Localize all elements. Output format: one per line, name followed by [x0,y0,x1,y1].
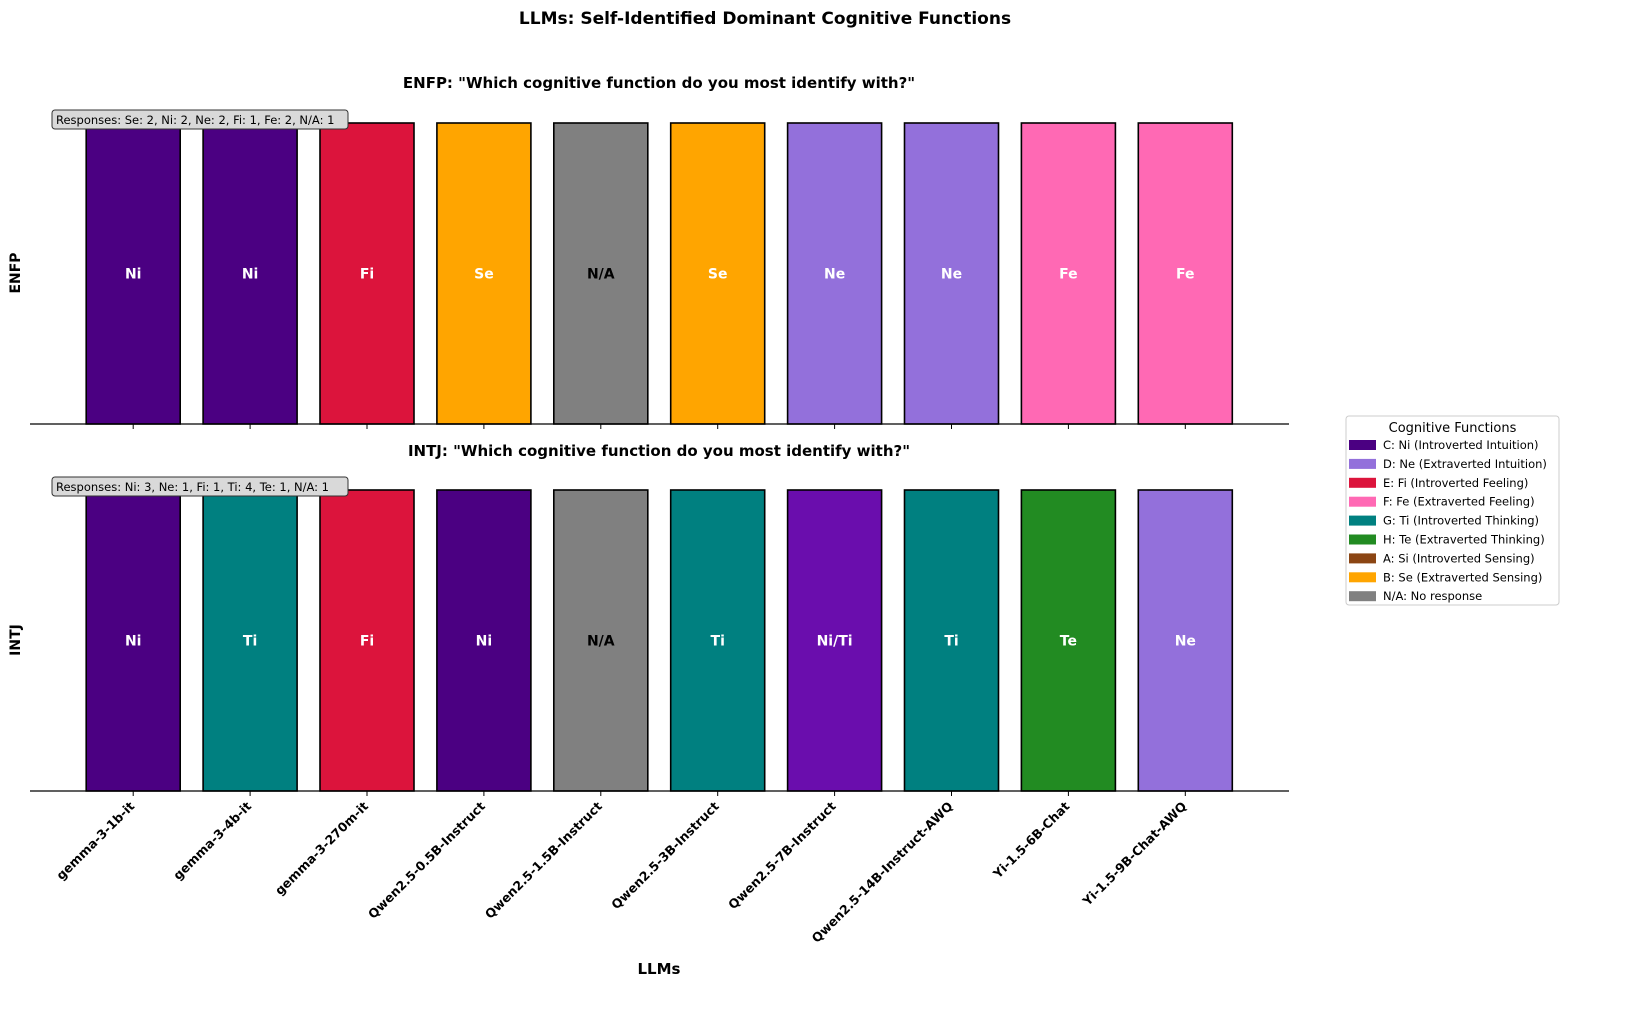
legend-item: B: Se (Extraverted Sensing) [1383,570,1542,584]
panel-title: ENFP: "Which cognitive function do you m… [403,74,915,92]
bar [319,489,415,792]
responses-box [51,109,349,130]
legend-swatch [1349,572,1376,583]
bar [436,489,532,792]
responses-text: Responses: Se: 2, Ni: 2, Ne: 2, Fi: 1, F… [56,113,334,127]
x-tick-label: gemma-3-270m-it [272,799,371,898]
legend-frame [1345,415,1560,606]
bar [202,489,298,792]
bar [85,122,181,425]
bar [319,122,415,425]
bar [202,122,298,425]
bar-label: Ne [824,267,845,283]
responses-box [51,476,349,497]
legend-item: H: Te (Extraverted Thinking) [1383,533,1545,547]
x-tick-label: Yi-1.5-9B-Chat-AWQ [1079,799,1190,910]
x-tick-label: Qwen2.5-7B-Instruct [725,799,839,913]
bar [786,122,883,425]
bar [903,489,1000,792]
legend-item: A: Si (Introverted Sensing) [1383,551,1535,565]
bar-label: Se [708,267,728,283]
x-tick-label: Qwen2.5-0.5B-Instruct [365,798,488,921]
bar-label: Fe [1059,267,1078,283]
x-tick-label: gemma-3-1b-it [53,798,137,882]
panel-intj: INTJ: "Which cognitive function do you m… [8,442,1289,796]
bar [1137,122,1234,425]
bar-label: Fi [360,267,374,283]
legend-item: D: Ne (Extraverted Intuition) [1383,457,1547,471]
legend-swatch [1349,496,1376,507]
legend-swatch [1349,477,1376,488]
bar [1020,489,1117,792]
legend-swatch [1349,591,1376,602]
panel-enfp: ENFP: "Which cognitive function do you m… [8,74,1289,429]
bar [436,122,532,425]
legend-title: Cognitive Functions [1389,421,1517,436]
legend-swatch [1349,553,1376,564]
legend-item: C: Ni (Introverted Intuition) [1383,438,1539,452]
y-axis-label: ENFP [8,252,24,293]
chart-title: LLMs: Self-Identified Dominant Cognitive… [519,9,1011,29]
bar-label: N/A [587,267,615,283]
x-tick-label: Qwen2.5-14B-Instruct-AWQ [808,799,955,946]
bar-label: Ne [941,267,962,283]
bar [669,122,766,425]
bar-label: Fe [1176,267,1195,283]
bar-label: Ti [944,634,958,650]
legend-item: E: Fi (Introverted Feeling) [1383,476,1528,490]
x-tick-label: Yi-1.5-6B-Chat [989,799,1072,882]
bar-label: N/A [587,634,615,650]
legend-swatch [1349,534,1376,545]
legend-swatch [1349,440,1376,450]
legend-item: G: Ti (Introverted Thinking) [1383,514,1539,528]
bar-label: Ti [711,634,725,650]
legend-item: N/A: No response [1383,589,1482,603]
responses-text: Responses: Ni: 3, Ne: 1, Fi: 1, Ti: 4, T… [56,480,329,494]
bar [552,122,649,425]
bar-label: Ne [1175,634,1196,650]
x-tick-label: Qwen2.5-1.5B-Instruct [482,798,605,921]
panel-title: INTJ: "Which cognitive function do you m… [408,442,910,460]
bar-label: Fi [360,634,374,650]
legend-swatch [1349,515,1376,526]
bar-label: Ti [243,634,257,650]
bar-label: Ni [125,267,142,283]
bar-label: Se [474,267,494,283]
x-tick-label: Qwen2.5-3B-Instruct [608,799,722,913]
bar-label: Ni [476,634,493,650]
bar-label: Ni/Ti [817,634,853,650]
legend-item: F: Fe (Extraverted Feeling) [1383,495,1535,509]
legend: Cognitive Functions C: Ni (Introverted In… [1345,415,1560,606]
bar [552,489,649,792]
x-tick-label: gemma-3-4b-it [170,798,254,882]
bar [85,489,181,792]
y-axis-label: INTJ [8,624,24,656]
bar-label: Ni [242,267,259,283]
x-axis-label: LLMs [638,960,681,978]
legend-swatch [1349,458,1376,469]
bar-label: Ni [125,634,142,650]
bar [669,489,766,792]
bar [903,122,1000,425]
bar [786,489,883,792]
bar-label: Te [1060,634,1077,650]
